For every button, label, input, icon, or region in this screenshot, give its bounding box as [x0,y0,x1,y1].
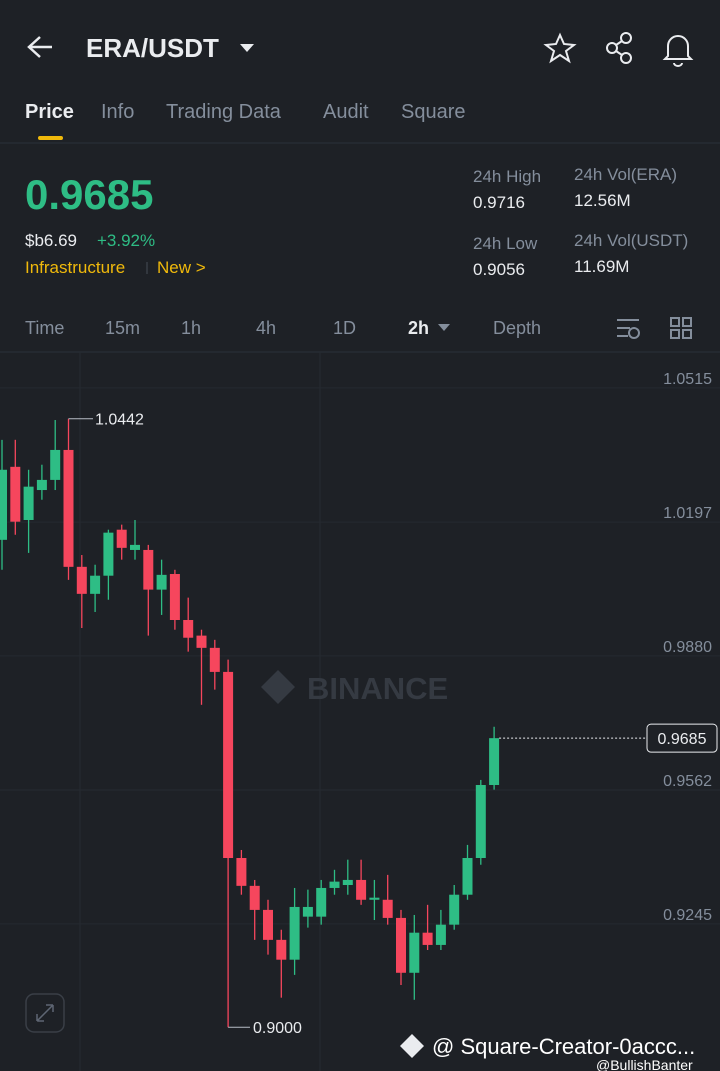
candle-body [249,885,260,910]
candle-body [329,881,340,888]
stat-value: 12.56M [574,191,631,210]
candle-body [90,575,101,594]
candle-body [209,647,220,672]
y-tick-label: 0.9245 [663,907,712,924]
candle-body [342,879,353,886]
candle-body [223,671,234,858]
tab[interactable]: Audit [323,101,369,123]
share-icon[interactable] [606,32,632,64]
candle-body [0,469,7,540]
candle-body [103,532,114,576]
stat-value: 11.69M [574,257,629,276]
candle-body [76,566,87,594]
expand-button[interactable] [25,993,65,1033]
y-tick-label: 1.0515 [663,371,712,388]
creator-icon [400,1034,424,1058]
last-price: 0.9685 [25,171,153,218]
candles [0,418,500,1028]
candle-body [409,932,420,973]
candle-body [435,924,446,945]
interval-dropdown[interactable] [438,324,450,331]
tag[interactable]: Infrastructure [25,258,125,277]
interval[interactable]: 1D [333,318,356,338]
candle-body [156,574,167,590]
candle-body [23,486,34,520]
stat-label: 24h Vol(USDT) [574,231,688,250]
candle-body [196,635,207,648]
creator-name: @ Square-Creator-0accc... [432,1034,695,1059]
stat-value: 0.9056 [473,260,525,279]
tab[interactable]: Info [101,101,134,123]
favorite-icon[interactable] [543,32,577,64]
markers: 1.0442 0.9000 0.9685 [68,412,718,1037]
stat-value: 0.9716 [473,193,525,212]
candle-body [382,899,393,918]
interval[interactable]: Time [25,318,64,338]
tab-indicator [38,136,63,140]
interval[interactable]: 4h [256,318,276,338]
back-button[interactable] [27,36,52,58]
candle-body [169,574,180,621]
candle-body [50,449,61,480]
high-marker-label: 1.0442 [95,412,144,429]
candle-body [449,894,460,925]
stat-label: 24h High [473,167,541,186]
usd-price: $b6.69 [25,231,77,250]
pair-title[interactable]: ERA/USDT [86,33,219,63]
candle-body [396,917,406,973]
candle-body [489,738,500,785]
interval[interactable]: Depth [493,318,541,338]
candle-body [302,906,313,917]
candle-body [143,549,154,590]
last-price-label: 0.9685 [658,731,707,748]
interval[interactable]: 2h [408,318,429,338]
interval[interactable]: 15m [105,318,140,338]
tab[interactable]: Price [25,101,74,123]
y-tick-label: 0.9880 [663,639,712,656]
candle-body [183,620,194,638]
interval[interactable]: 1h [181,318,201,338]
candle-body [236,857,247,886]
low-marker-label: 0.9000 [253,1020,302,1037]
candle-body [10,466,21,522]
y-tick-label: 0.9562 [663,773,712,790]
candle-body [356,879,367,900]
stat-label: 24h Low [473,234,538,253]
pair-dropdown[interactable] [240,44,254,52]
price-change: +3.92% [97,231,155,250]
alert-icon[interactable] [662,35,694,67]
candle-body [276,939,287,960]
indicator-icon[interactable] [617,319,640,339]
candle-body [36,479,47,491]
candle-body [422,932,433,945]
tab[interactable]: Square [401,101,466,123]
author-name: @BullishBanter [596,1057,693,1071]
watermark-text: BINANCE [307,671,448,706]
tag[interactable]: New > [157,258,206,277]
candle-body [63,449,74,567]
candle-body [130,544,140,550]
candle-body [475,784,486,858]
tab[interactable]: Trading Data [166,101,282,123]
candle-body [289,906,300,960]
candle-body [316,887,327,917]
last-price-box [646,723,718,753]
stat-label: 24h Vol(ERA) [574,165,677,184]
candle-body [369,897,380,900]
layout-icon[interactable] [670,317,692,339]
watermark: BINANCE [261,670,448,706]
expand-icon [36,1004,54,1022]
candle-body [116,529,127,548]
grid: 1.0515 1.0197 0.9880 0.9562 0.9245 [0,371,720,925]
y-tick-label: 1.0197 [663,505,712,522]
candle-body [462,857,473,895]
candle-body [263,909,273,940]
